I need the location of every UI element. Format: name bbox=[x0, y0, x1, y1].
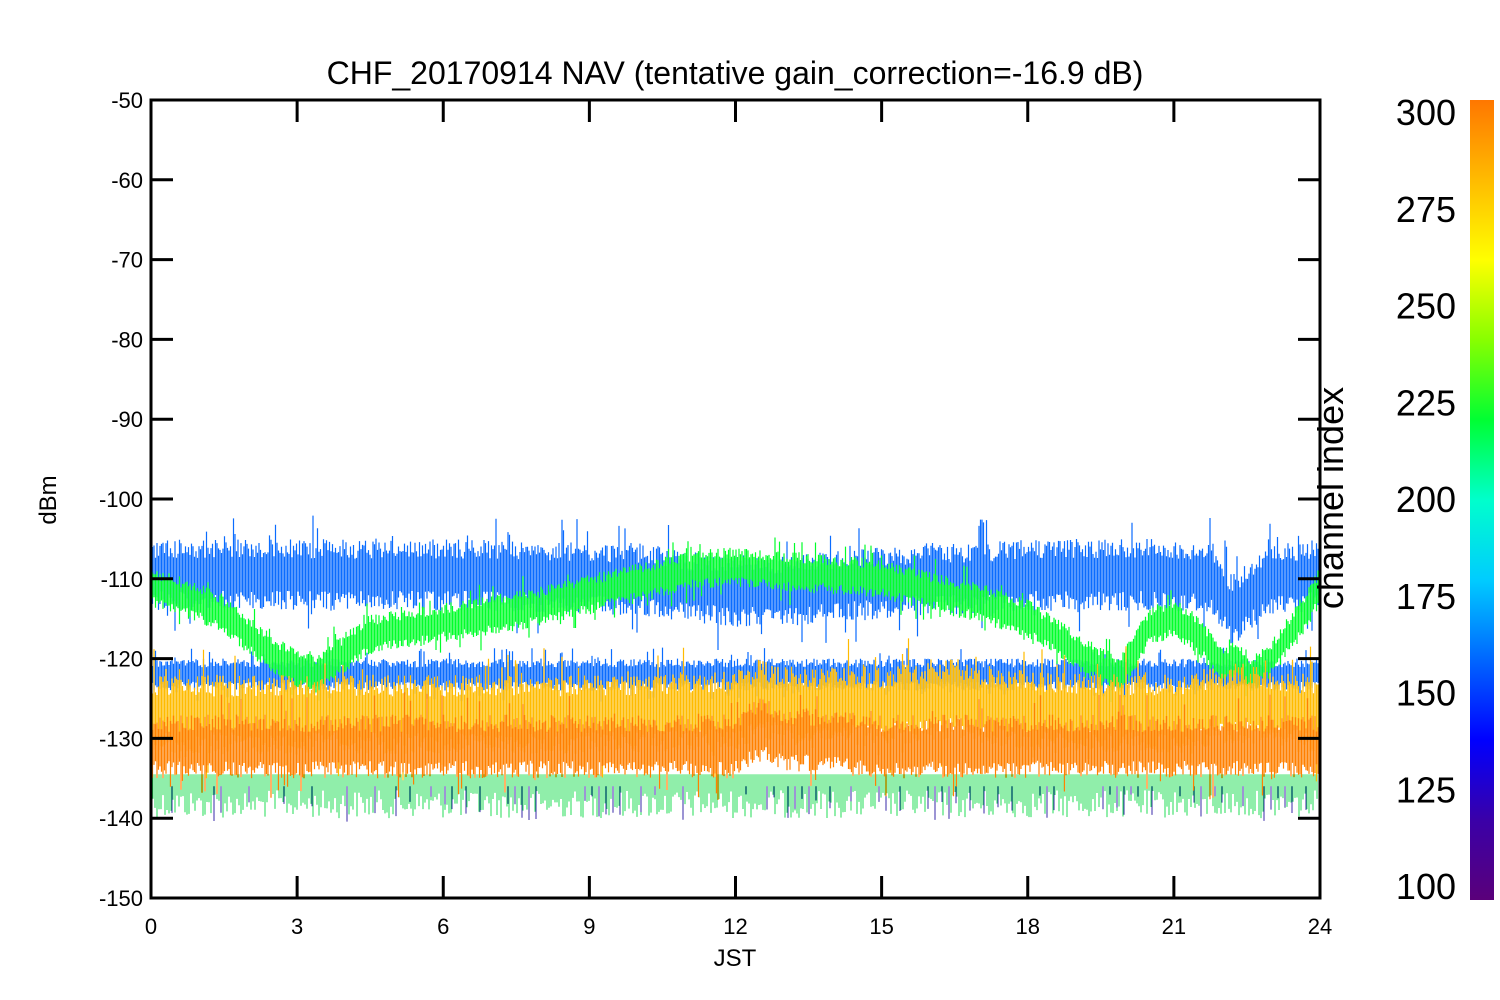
y-tick-label: -120 bbox=[99, 647, 143, 672]
colorbar-tick-label: 225 bbox=[1396, 382, 1456, 423]
x-axis-title: JST bbox=[714, 945, 757, 972]
colorbar-tick-label: 175 bbox=[1396, 576, 1456, 617]
x-tick-label: 18 bbox=[1016, 914, 1040, 939]
noise-floor-specks bbox=[151, 774, 1320, 819]
colorbar-tick-label: 300 bbox=[1396, 92, 1456, 133]
x-tick-label: 0 bbox=[145, 914, 157, 939]
colorbar-tick-label: 275 bbox=[1396, 189, 1456, 230]
y-tick-label: -140 bbox=[99, 806, 143, 831]
y-tick-label: -70 bbox=[111, 248, 143, 273]
y-tick-label: -80 bbox=[111, 327, 143, 352]
x-tick-label: 9 bbox=[583, 914, 595, 939]
series-band-2 bbox=[151, 537, 1320, 702]
y-tick-label: -110 bbox=[101, 567, 143, 592]
x-axis: 0 3 6 9 12 15 18 21 24 bbox=[145, 100, 1332, 939]
colorbar-tick-label: 125 bbox=[1396, 769, 1456, 810]
colorbar-title: channel index bbox=[1310, 387, 1351, 609]
x-tick-label: 12 bbox=[723, 914, 747, 939]
y-tick-label: -90 bbox=[111, 407, 143, 432]
x-tick-label: 24 bbox=[1308, 914, 1332, 939]
y-axis: -50 -60 -70 -80 -90 -100 -110 -120 -130 -140 -150 bbox=[99, 88, 1320, 911]
x-tick-label: 3 bbox=[291, 914, 303, 939]
y-tick-label: -100 bbox=[99, 487, 143, 512]
x-tick-label: 21 bbox=[1162, 914, 1186, 939]
colorbar-ticks: 300 275 250 225 200 175 150 125 100 bbox=[1396, 92, 1456, 907]
y-tick-label: -50 bbox=[111, 88, 143, 113]
y-tick-label: -130 bbox=[99, 726, 143, 751]
y-axis-title: dBm bbox=[35, 475, 62, 524]
y-tick-label: -150 bbox=[99, 886, 143, 911]
x-tick-label: 15 bbox=[869, 914, 893, 939]
noise-floor-specks-violet bbox=[171, 786, 1307, 822]
series-band-4 bbox=[151, 692, 1320, 800]
x-tick-label: 6 bbox=[437, 914, 449, 939]
plot-data bbox=[151, 515, 1320, 822]
y-tick-label: -60 bbox=[111, 168, 143, 193]
colorbar-tick-label: 100 bbox=[1396, 866, 1456, 907]
colorbar-tick-label: 200 bbox=[1396, 479, 1456, 520]
colorbar-tick-label: 250 bbox=[1396, 286, 1456, 327]
colorbar bbox=[1470, 100, 1494, 900]
chart-title: CHF_20170914 NAV (tentative gain_correct… bbox=[327, 55, 1144, 91]
colorbar-tick-label: 150 bbox=[1396, 673, 1456, 714]
